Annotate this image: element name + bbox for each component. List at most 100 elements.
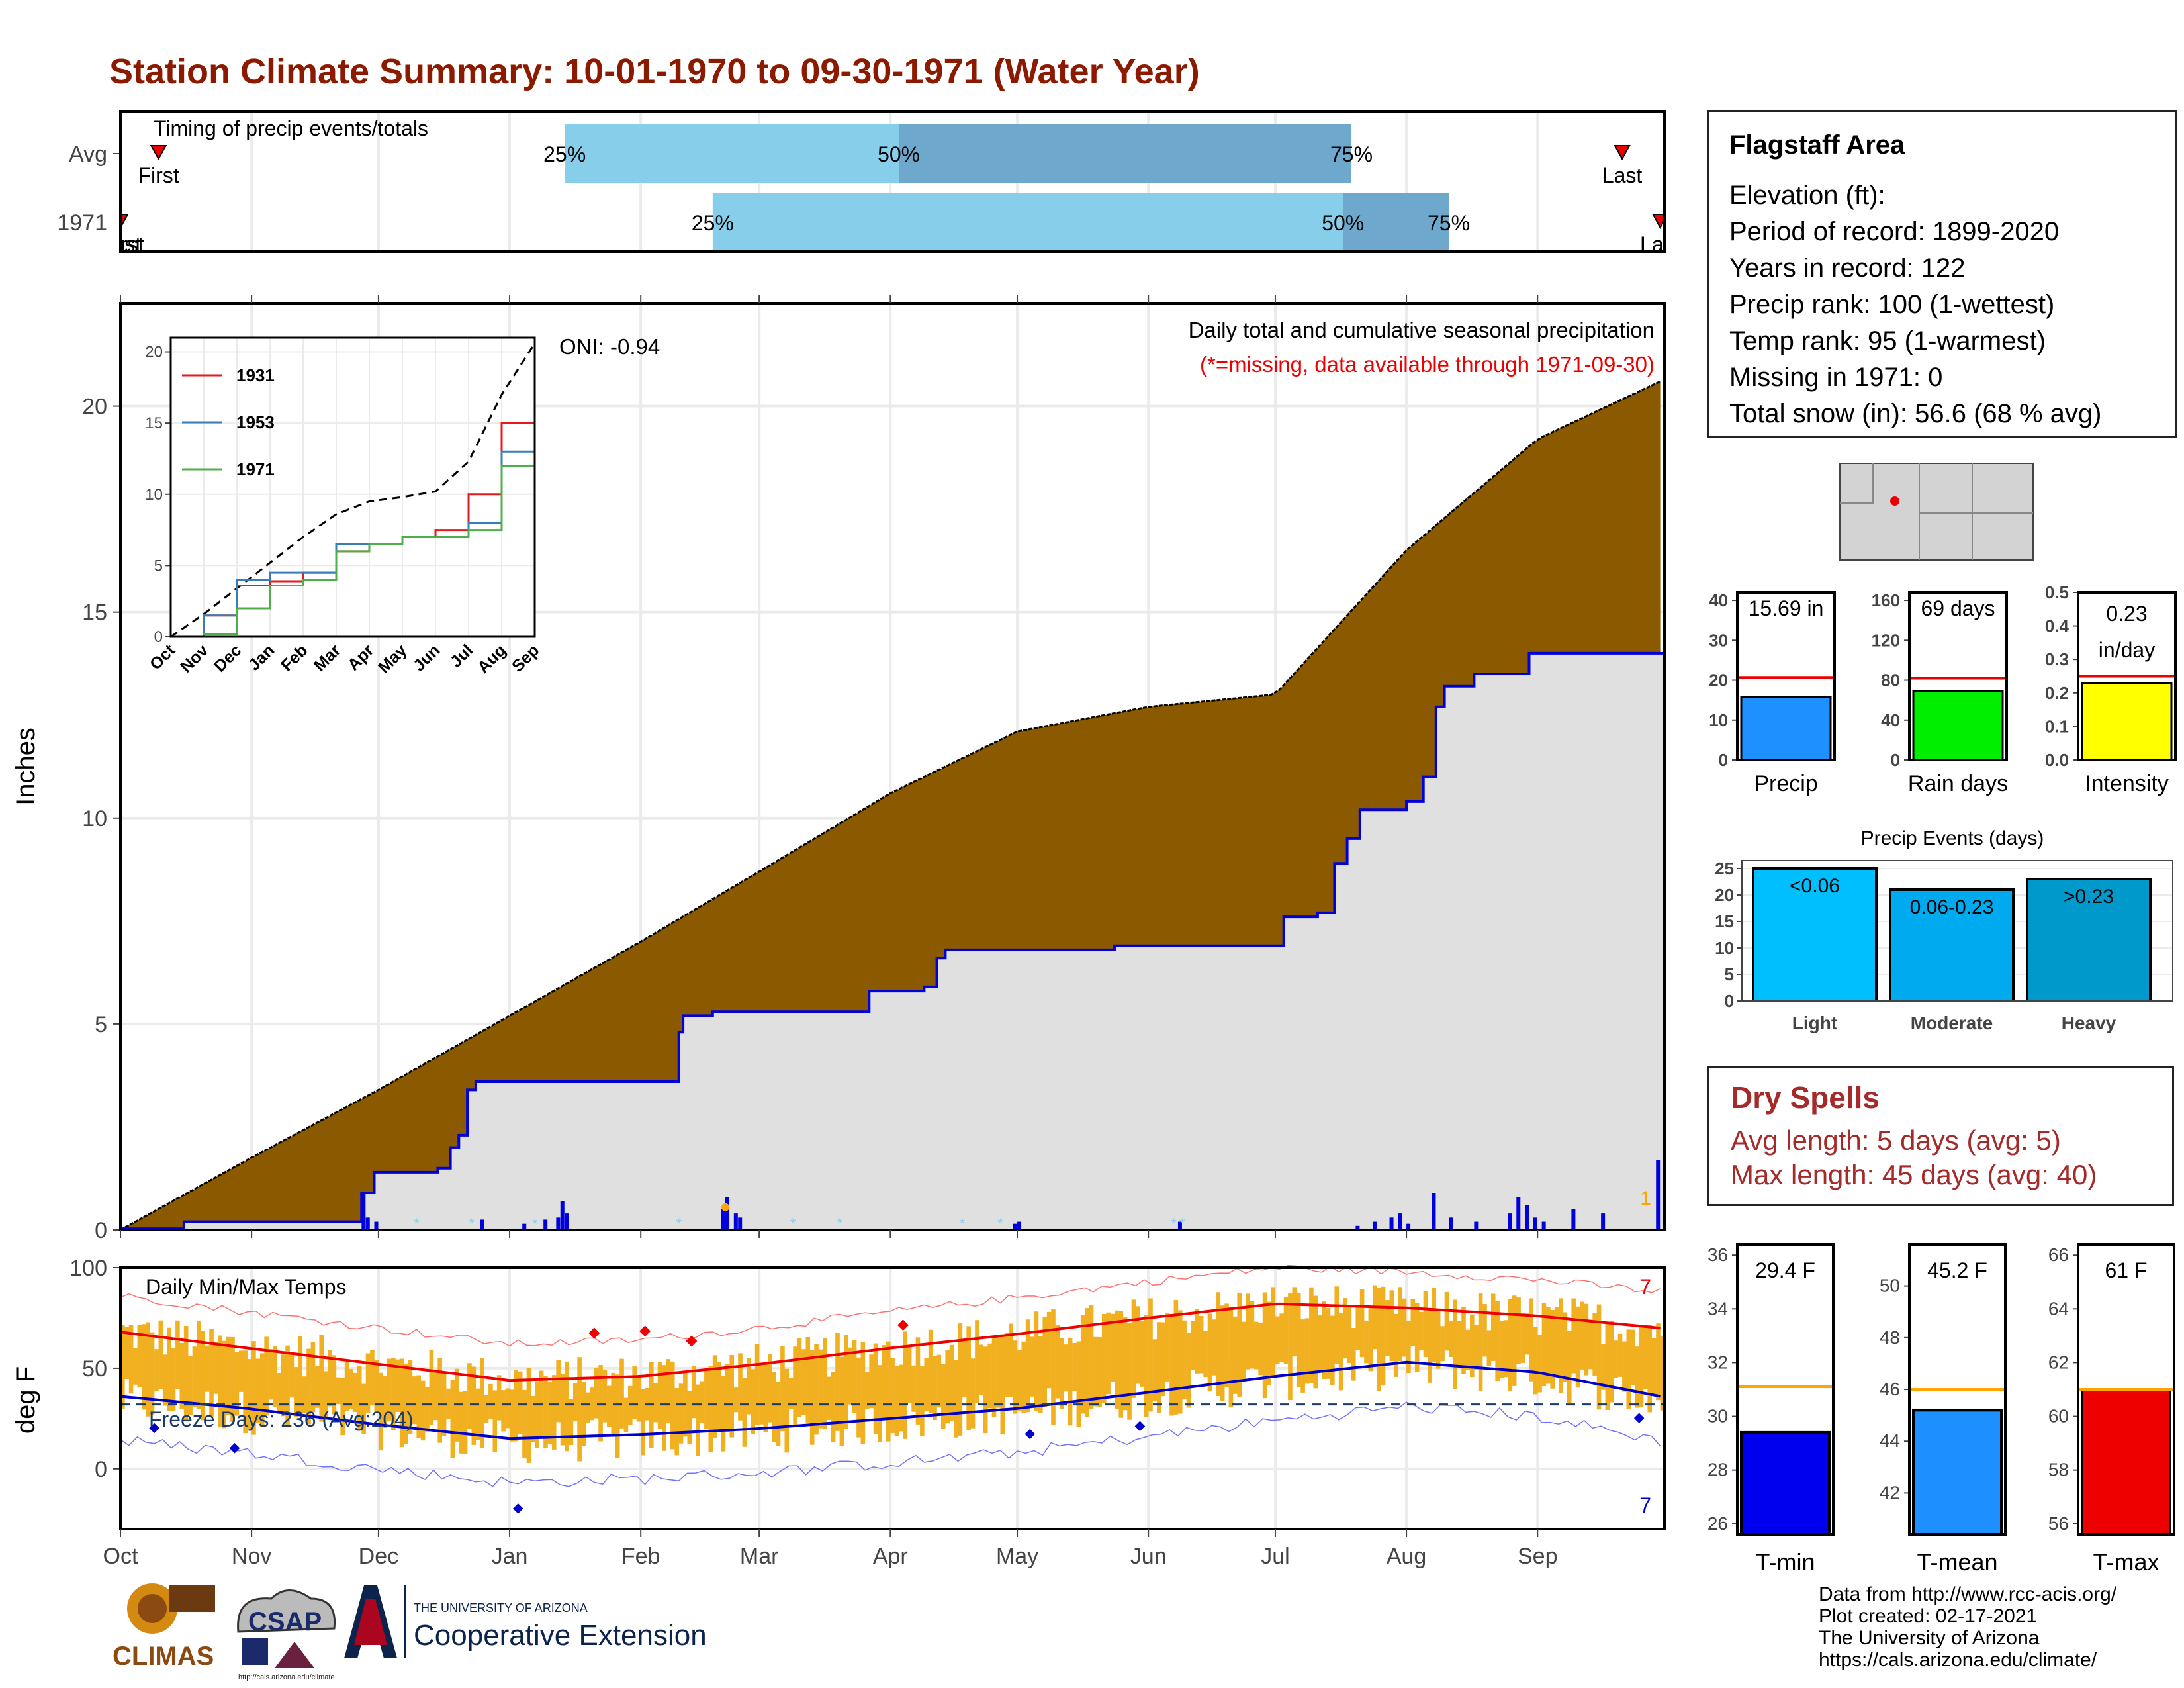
intensity-ytick-label: 0.1 [2045, 716, 2069, 736]
events-ytick-label: 25 [1715, 859, 1734, 878]
daily-temp-bar [987, 1343, 992, 1409]
daily-temp-bar [370, 1350, 375, 1406]
precip-bar [1740, 696, 1832, 761]
daily-temp-bar [784, 1368, 790, 1453]
daily-temp-bar [323, 1371, 328, 1419]
daily-temp-bar [801, 1349, 806, 1415]
daily-temp-bar [1191, 1321, 1195, 1370]
daily-temp-bar [1440, 1326, 1445, 1362]
climas-text: CLIMAS [113, 1642, 214, 1671]
daily-temp-bar [277, 1373, 282, 1414]
daily-temp-bar [670, 1361, 675, 1450]
info-line-elevation: Elevation (ft): [1729, 181, 1886, 210]
daily-temp-bar [230, 1336, 235, 1422]
info-line-period: Period of record: 1899-2020 [1729, 217, 2060, 246]
daily-temp-bar [717, 1362, 721, 1430]
precip-ytick-label: 15 [82, 600, 107, 626]
events-ytick-label: 10 [1715, 938, 1734, 958]
daily-temp-bar [1469, 1314, 1475, 1378]
summary-bars: 0 10 20 30 40 15.69 in Precip 0 40 80 120 160 69 day… [1709, 583, 2177, 796]
daily-temp-bar [970, 1358, 976, 1429]
daily-temp-bar [404, 1364, 408, 1444]
daily-temp-bar [1101, 1313, 1107, 1403]
daily-temp-bar [259, 1353, 265, 1427]
tmin-value: 29.4 F [1755, 1258, 1815, 1282]
daily-temp-bar [391, 1358, 396, 1430]
credits: Data from http://www.rcc-acis.org/ Plot … [1819, 1583, 2116, 1671]
temp-ylabel: deg F [11, 1366, 40, 1434]
daily-temp-bar [146, 1322, 150, 1417]
dry-spells-max: Max length: 45 days (avg: 40) [1731, 1159, 2097, 1190]
daily-temp-bar [531, 1395, 535, 1442]
daily-temp-bar [696, 1384, 700, 1456]
rain-days-value: 69 days [1921, 596, 1995, 620]
daily-temp-bar [607, 1385, 612, 1427]
daily-precip-bar [1013, 1223, 1017, 1230]
daily-temp-bar [1220, 1305, 1225, 1401]
timing-row-label: Avg [69, 142, 107, 167]
daily-temp-bar [831, 1372, 836, 1442]
daily-temp-bar [1009, 1323, 1013, 1397]
daily-temp-bar [1656, 1323, 1661, 1401]
daily-precip-bar [522, 1223, 527, 1230]
daily-temp-bar [1546, 1307, 1551, 1384]
event-bar-label: >0.23 [2064, 886, 2114, 908]
daily-temp-bar [273, 1346, 277, 1407]
daily-temp-bar [1118, 1311, 1124, 1418]
daily-temp-bar [1064, 1344, 1068, 1392]
daily-temp-bar [332, 1355, 337, 1415]
avg-low-line [120, 1360, 1661, 1440]
daily-temp-bar [408, 1360, 413, 1434]
daily-temp-bar [848, 1347, 852, 1405]
first-marker [150, 145, 167, 161]
daily-temp-bar [936, 1354, 942, 1407]
year-cumulative-line [120, 583, 1666, 1231]
precip-title: Daily total and cumulative seasonal prec… [1189, 318, 1655, 342]
daily-temp-bar [501, 1390, 506, 1432]
daily-temp-bar [1085, 1308, 1089, 1417]
max-count: 7 [1639, 1275, 1651, 1299]
tmax-value: 61 F [2105, 1258, 2147, 1282]
daily-temp-bar [539, 1370, 544, 1436]
daily-temp-bar [526, 1368, 531, 1463]
events-panel: Precip Events (days) 0 5 10 15 20 25 <0.06 Light… [1715, 827, 2173, 1033]
daily-temp-bar [1283, 1297, 1289, 1364]
record-low-marker [1633, 1413, 1645, 1423]
daily-temp-bar [903, 1331, 908, 1439]
daily-temp-bar [1246, 1293, 1250, 1370]
daily-temp-bar [475, 1388, 480, 1440]
daily-temp-bar [1550, 1310, 1555, 1389]
tmin-ytick-label: 34 [1707, 1298, 1728, 1319]
daily-precip-bar [365, 1217, 370, 1230]
info-line-snow: Total snow (in): 56.6 (68 % avg) [1729, 399, 2102, 428]
daily-temp-bar [1626, 1329, 1631, 1409]
daily-temp-bar [1233, 1316, 1238, 1394]
precip-ytick-label: 20 [82, 395, 107, 420]
daily-temp-bar [763, 1362, 768, 1432]
month-label: Aug [1387, 1544, 1427, 1569]
dry-spells-avg: Avg length: 5 days (avg: 5) [1731, 1125, 2061, 1156]
daily-temp-bar [882, 1345, 887, 1421]
daily-temp-bar [1660, 1336, 1665, 1411]
avg-cumulative-line [120, 380, 1661, 1231]
oni-label: ONI: -0.94 [559, 334, 660, 359]
daily-temp-bar [205, 1345, 210, 1392]
daily-precip-bar [543, 1219, 548, 1230]
daily-temp-bar [315, 1366, 320, 1408]
map-frame [1839, 463, 2034, 561]
temp-frame [119, 1266, 1666, 1530]
daily-temp-bar [1195, 1309, 1200, 1374]
daily-precip-bar [1533, 1217, 1537, 1230]
daily-temp-bar [1355, 1306, 1360, 1350]
precip-ytick-label: 20 [1709, 671, 1728, 690]
daily-temp-bar [983, 1346, 988, 1434]
inset-legend-label: 1971 [236, 459, 275, 479]
daily-temp-bar [1076, 1341, 1081, 1427]
daily-temp-bar [886, 1341, 891, 1442]
daily-temp-bar [1030, 1336, 1034, 1397]
daily-temp-bar [843, 1335, 848, 1429]
min-count: 7 [1639, 1493, 1651, 1517]
inset-frame [169, 336, 536, 638]
daily-temp-bar [433, 1370, 438, 1421]
daily-temp-bar [1169, 1314, 1174, 1416]
